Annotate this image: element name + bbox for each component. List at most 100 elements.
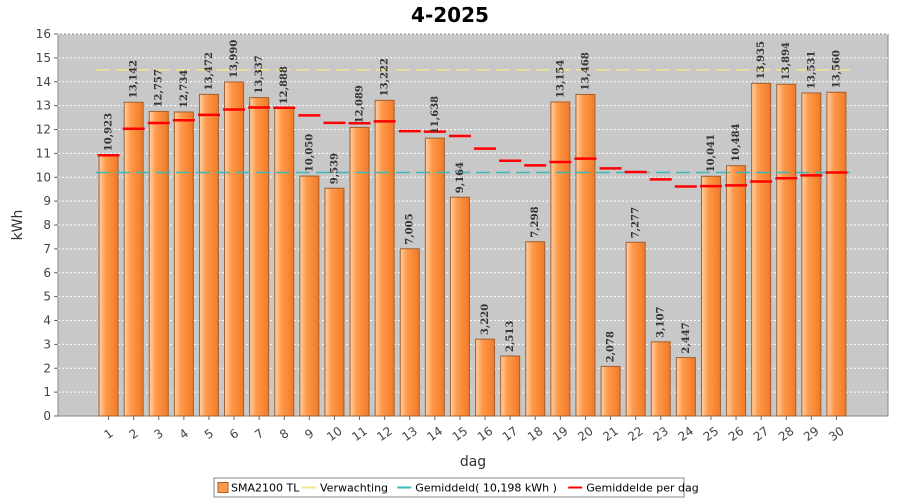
bar-value-label: 13,472 xyxy=(204,52,215,90)
bar xyxy=(123,101,144,417)
bar-value-label: 10,050 xyxy=(304,134,315,172)
x-axis-ticks: 1 2 3 4 5 6 7 8 9 10 11 12 13 14 15 16 17 18 19 20 21 22 23 24 2… xyxy=(101,416,847,444)
x-tick-label: 9 xyxy=(302,426,316,442)
bar-value-label: 13,337 xyxy=(254,55,265,93)
bar xyxy=(148,110,169,417)
bar xyxy=(826,91,847,417)
bar-value-label: 3,107 xyxy=(656,306,667,337)
bar-value-label: 7,005 xyxy=(405,213,416,244)
bar xyxy=(224,81,245,417)
bar xyxy=(801,92,822,417)
x-tick-label: 25 xyxy=(701,424,722,444)
x-tick-label: 5 xyxy=(202,426,216,442)
y-axis-label: kWh xyxy=(10,210,26,241)
bar xyxy=(625,241,646,417)
bar-value-label: 13,142 xyxy=(129,60,140,98)
x-tick-label: 28 xyxy=(776,424,797,444)
x-tick-label: 13 xyxy=(399,424,420,444)
bar-value-label: 9,539 xyxy=(329,153,340,184)
bar-value-label: 2,447 xyxy=(681,322,692,353)
bar xyxy=(575,93,596,417)
y-tick-label: 8 xyxy=(43,218,51,232)
x-axis-label: dag xyxy=(460,454,486,470)
x-tick-label: 19 xyxy=(550,424,571,444)
x-tick-label: 29 xyxy=(801,424,822,444)
bar-value-label: 13,222 xyxy=(380,58,391,96)
bar xyxy=(198,93,219,417)
y-tick-label: 4 xyxy=(43,314,51,328)
x-tick-label: 1 xyxy=(101,426,115,442)
bar-value-label: 10,041 xyxy=(706,134,717,172)
x-tick-label: 24 xyxy=(676,424,697,444)
y-tick-label: 14 xyxy=(36,75,51,89)
bar-value-label: 13,531 xyxy=(806,51,817,89)
bar xyxy=(173,111,194,417)
bar-value-label: 13,560 xyxy=(831,50,842,88)
y-tick-label: 6 xyxy=(43,266,51,280)
bar xyxy=(374,99,395,417)
bar-value-label: 2,513 xyxy=(505,321,516,352)
x-tick-label: 15 xyxy=(450,424,471,444)
bar-series xyxy=(98,81,847,417)
x-tick-label: 2 xyxy=(127,426,141,442)
y-tick-label: 16 xyxy=(36,27,51,41)
x-tick-label: 18 xyxy=(525,424,546,444)
legend-label: SMA2100 TL xyxy=(231,482,300,495)
bar xyxy=(675,357,696,417)
x-tick-label: 12 xyxy=(374,424,395,444)
bar xyxy=(449,196,470,417)
bar xyxy=(550,101,571,417)
x-tick-label: 30 xyxy=(826,424,847,444)
bar-value-label: 12,089 xyxy=(355,85,366,123)
legend: SMA2100 TL Verwachting Gemiddeld( 10,198 k… xyxy=(213,477,699,498)
bar-value-label: 12,734 xyxy=(179,70,190,108)
bar-value-label: 13,935 xyxy=(756,41,767,79)
bar xyxy=(525,241,546,417)
bar-value-label: 3,220 xyxy=(480,304,491,335)
bar xyxy=(274,107,295,417)
bar xyxy=(98,154,119,417)
bar xyxy=(751,82,772,417)
bar xyxy=(650,341,671,417)
y-tick-label: 5 xyxy=(43,290,51,304)
x-tick-label: 11 xyxy=(349,424,370,444)
y-tick-label: 11 xyxy=(36,146,51,160)
y-tick-label: 12 xyxy=(36,123,51,137)
y-tick-label: 3 xyxy=(43,337,51,351)
bar xyxy=(399,248,420,417)
bar xyxy=(500,355,521,417)
bar-value-label: 10,484 xyxy=(731,123,742,161)
x-tick-label: 27 xyxy=(751,424,772,444)
legend-label: Gemiddeld( 10,198 kWh ) xyxy=(415,482,557,495)
bar xyxy=(324,187,345,417)
bar xyxy=(776,83,797,417)
bar-value-labels: 10,923 13,142 12,757 12,734 13,472 13,990 13,3… xyxy=(104,40,843,363)
reference-lines xyxy=(96,69,850,174)
x-tick-label: 6 xyxy=(227,426,241,442)
bar-value-label: 13,154 xyxy=(555,60,566,98)
bar-value-label: 13,990 xyxy=(229,40,240,78)
bar-value-label: 9,164 xyxy=(455,162,466,193)
bar xyxy=(424,137,445,417)
x-tick-label: 26 xyxy=(726,424,747,444)
y-tick-label: 15 xyxy=(36,51,51,65)
legend-label: Verwachting xyxy=(320,482,388,495)
bar-value-label: 7,277 xyxy=(631,207,642,238)
bar xyxy=(249,97,270,417)
x-tick-label: 14 xyxy=(425,424,446,444)
bar-value-label: 12,757 xyxy=(154,69,165,107)
x-tick-label: 3 xyxy=(152,426,166,442)
bar-value-label: 12,888 xyxy=(279,66,290,104)
bar-value-label: 11,638 xyxy=(430,96,441,134)
y-tick-label: 7 xyxy=(43,242,51,256)
y-tick-label: 9 xyxy=(43,194,51,208)
x-tick-label: 22 xyxy=(625,424,646,444)
bar xyxy=(600,365,621,417)
x-tick-label: 16 xyxy=(475,424,496,444)
chart-title: 4-2025 xyxy=(411,3,489,27)
bar-value-label: 2,078 xyxy=(606,331,617,362)
legend-swatch xyxy=(217,482,229,493)
bar xyxy=(700,175,721,417)
